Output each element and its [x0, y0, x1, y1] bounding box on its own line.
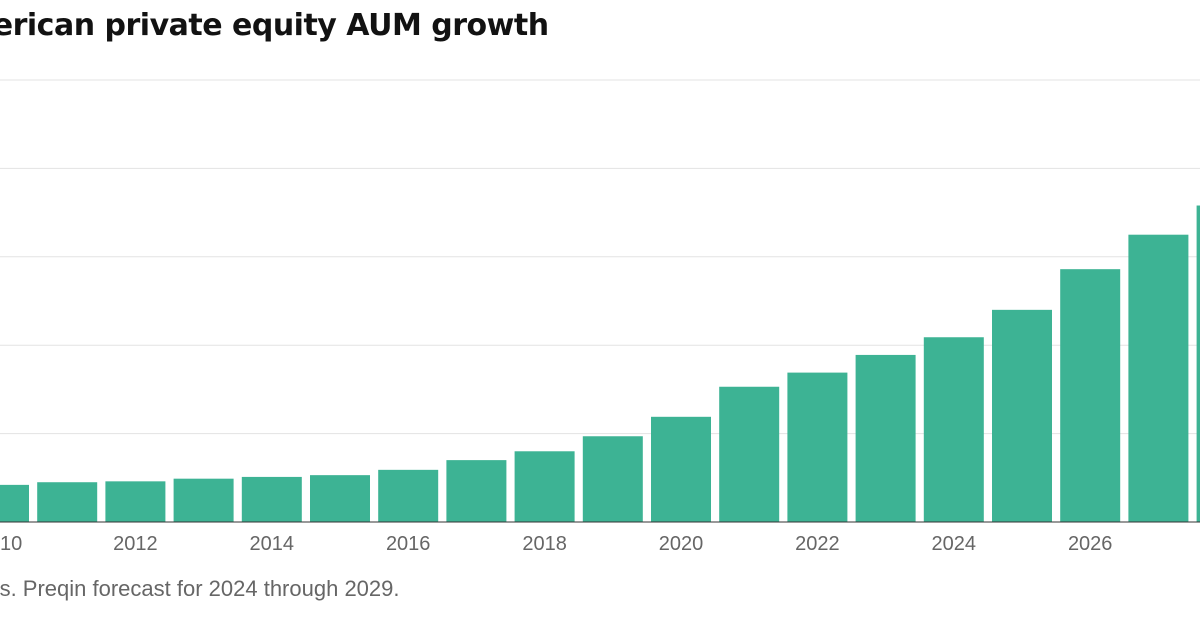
- bar-2024: [923, 337, 984, 522]
- bar-2026: [1060, 269, 1121, 522]
- x-tick-label-2020: 2020: [659, 533, 704, 555]
- x-axis-tick-labels: 10 2012 2014 2016 2018 2020 2022 2024 2026: [0, 533, 1112, 555]
- chart-title: merican private equity AUM growth: [0, 8, 549, 43]
- bar-2022: [787, 372, 848, 522]
- bar-2010: [0, 484, 29, 522]
- bar-2028: [1196, 205, 1200, 522]
- bar-2015: [310, 475, 370, 522]
- x-tick-label-2010: 10: [0, 533, 22, 555]
- bar-2018: [514, 451, 575, 522]
- bar-2012: [105, 481, 166, 522]
- x-tick-label-2012: 2012: [113, 533, 158, 555]
- x-tick-label-2014: 2014: [250, 533, 295, 555]
- x-tick-label-2018: 2018: [522, 533, 567, 555]
- x-tick-label-2024: 2024: [932, 533, 977, 555]
- bar-2019: [582, 436, 643, 522]
- bar-2011: [37, 482, 98, 522]
- x-tick-label-2022: 2022: [795, 533, 840, 555]
- bar-chart: 10 2012 2014 2016 2018 2020 2022 2024 2026: [0, 79, 1200, 555]
- bar-2013: [173, 478, 234, 522]
- bars: [0, 205, 1200, 522]
- bar-2027: [1128, 234, 1189, 522]
- bar-2016: [378, 469, 439, 522]
- x-tick-label-2026: 2026: [1068, 533, 1113, 555]
- chart-note: ollars. Preqin forecast for 2024 through…: [0, 576, 400, 601]
- x-tick-label-2016: 2016: [386, 533, 431, 555]
- bar-2025: [992, 309, 1052, 522]
- bar-2020: [651, 416, 711, 522]
- bar-2014: [241, 476, 302, 522]
- bar-2023: [855, 354, 916, 522]
- bar-2021: [719, 386, 780, 522]
- bar-2017: [446, 460, 507, 522]
